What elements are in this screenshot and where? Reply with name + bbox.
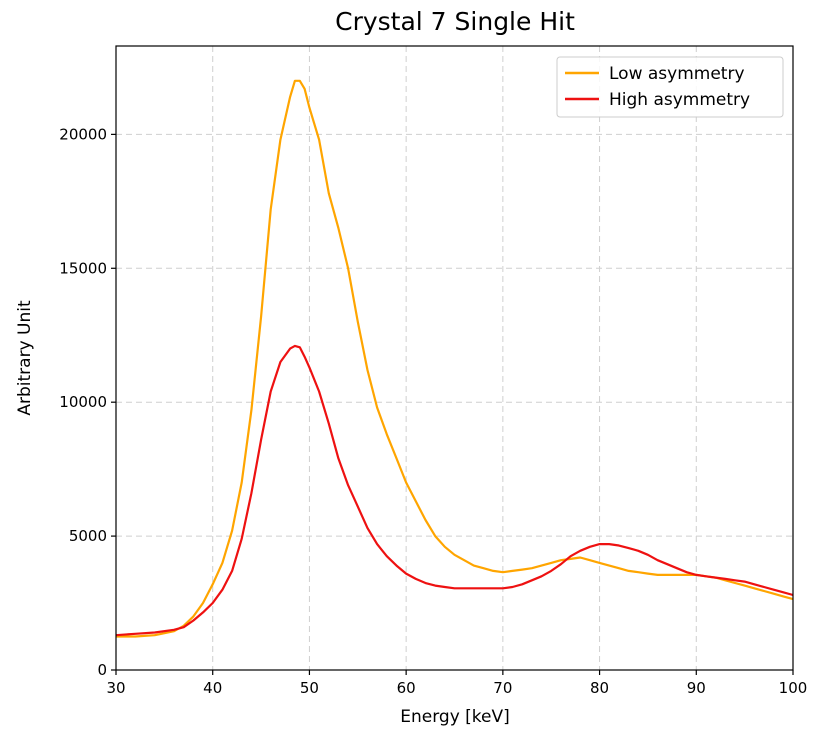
x-tick-label: 60 <box>397 679 416 697</box>
y-tick-label: 10000 <box>59 393 107 411</box>
y-tick-label: 20000 <box>59 125 107 143</box>
x-tick-label: 80 <box>590 679 609 697</box>
x-axis: 30 40 50 60 70 80 90 100 <box>106 670 807 697</box>
x-axis-title: Energy [keV] <box>400 707 510 727</box>
series-line-high-asymmetry <box>115 344 794 637</box>
y-axis-title: Arbitrary Unit <box>15 300 35 416</box>
legend-label: High asymmetry <box>609 90 750 110</box>
x-tick-label: 100 <box>779 679 808 697</box>
plot-frame <box>115 45 794 671</box>
series-group <box>115 79 794 638</box>
x-tick-label: 70 <box>493 679 512 697</box>
x-tick-label: 90 <box>687 679 706 697</box>
x-tick-label: 30 <box>106 679 125 697</box>
legend: Low asymmetry High asymmetry <box>556 56 784 118</box>
chart-title: Crystal 7 Single Hit <box>335 7 575 36</box>
series-line-low-asymmetry <box>116 79 794 638</box>
y-tick-label: 15000 <box>59 259 107 277</box>
y-axis: 0 5000 10000 15000 20000 <box>59 125 116 679</box>
y-tick-label: 5000 <box>69 527 107 545</box>
y-tick-label: 0 <box>97 661 107 679</box>
legend-box <box>556 56 784 118</box>
x-tick-label: 50 <box>300 679 319 697</box>
legend-label: Low asymmetry <box>609 64 745 84</box>
x-tick-label: 40 <box>203 679 222 697</box>
